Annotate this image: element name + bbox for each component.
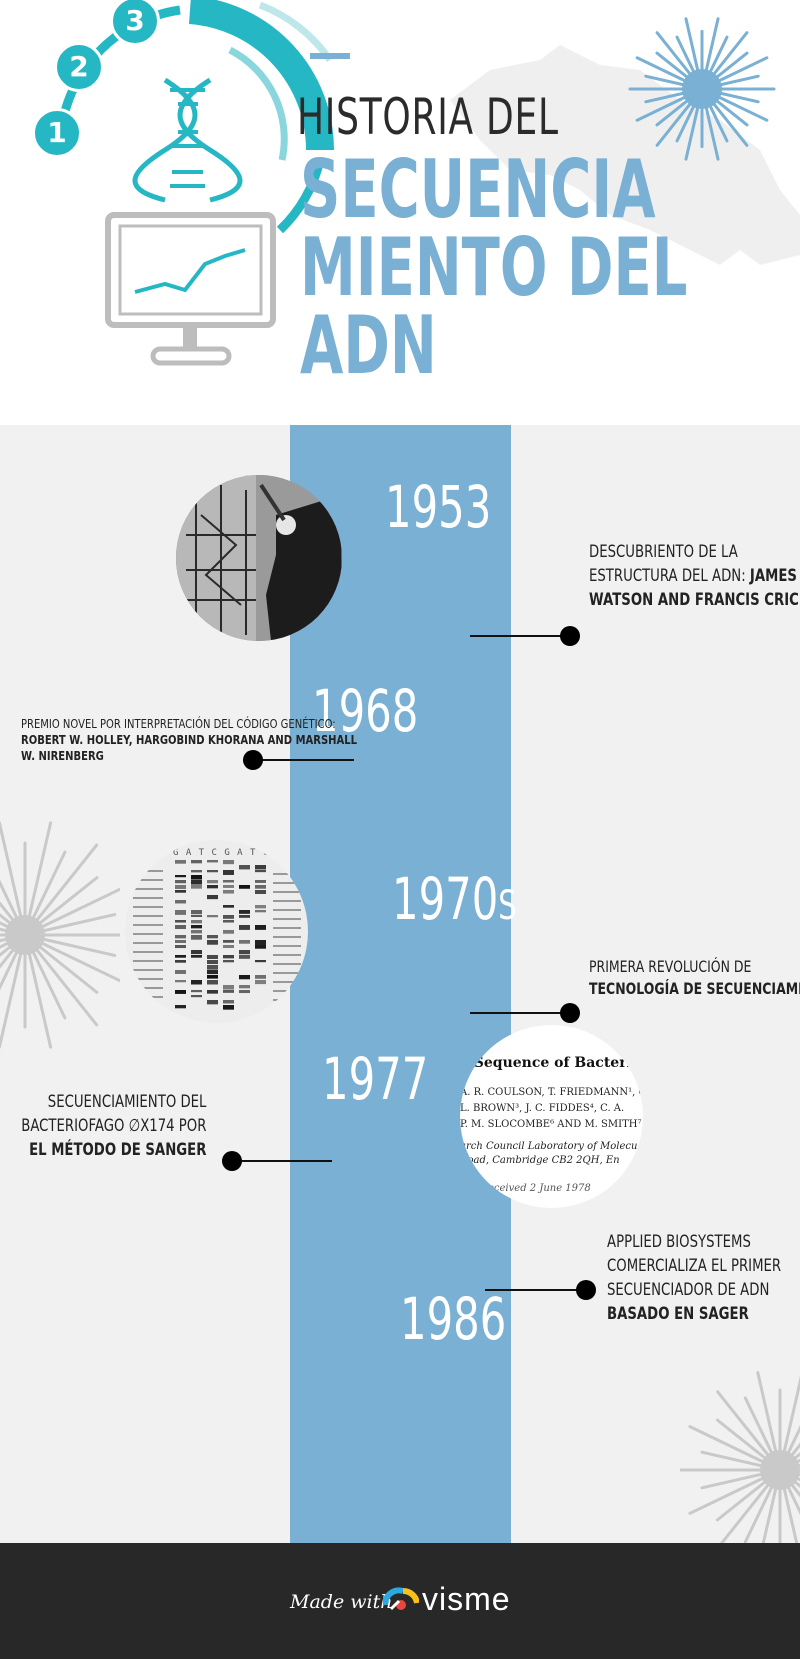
title-line-3: MIENTO DEL <box>300 221 688 314</box>
event-1977-text: SECUENCIAMIENTO DEL BACTERIOFAGO ∅X174 P… <box>21 1090 206 1162</box>
marker-1970s <box>560 1003 580 1023</box>
photo-watson-crick <box>176 475 342 641</box>
starburst-icon <box>628 17 776 161</box>
event-1968-text: PREMIO NOVEL POR INTERPRETACIÓN DEL CÓDI… <box>21 716 357 764</box>
title-line-2: SECUENCIA <box>300 143 656 236</box>
map-silhouette <box>450 45 800 265</box>
step-badge-1: 1 <box>32 108 82 158</box>
gel-bands <box>133 860 301 1010</box>
event-1968-line-3-bold: W. NIRENBERG <box>21 748 104 763</box>
connector-1968 <box>250 759 354 761</box>
header: 1 2 3 HISTORIA DEL SECUENCIA MIENTO DEL … <box>0 0 800 425</box>
event-1968-line-2: ROBERT W. HOLLEY, HARGOBIND KHORANA AND … <box>21 732 357 748</box>
step-label-3: 3 <box>125 4 145 37</box>
step-badge-3: 3 <box>110 0 160 46</box>
year-1953: 1953 <box>385 473 492 541</box>
grey-starburst-left-icon <box>0 821 120 1049</box>
event-1970s-text: PRIMERA REVOLUCIÓN DE TECNOLOGÍA DE SECU… <box>589 956 800 1000</box>
paper-authors-2: L. BROWN³, J. C. FIDDES⁴, C. A. <box>460 1103 625 1114</box>
event-1977-line-1: SECUENCIAMIENTO DEL <box>47 1092 207 1112</box>
monitor-chart-icon <box>105 212 276 366</box>
dna-model-photo <box>176 475 342 641</box>
year-1970-suffix: S <box>498 883 517 929</box>
year-1970s: 1970S <box>392 870 517 928</box>
event-1986-line-3: SECUENCIADOR DE ADN <box>607 1280 770 1300</box>
paper-authors-3: P. M. SLOCOMBE⁶ AND M. SMITH⁷ <box>460 1119 642 1130</box>
timeline: G A T C G A T C e Sequence of Bacterioph… <box>0 425 800 1543</box>
event-1986-line-4-bold: BASADO EN SAGER <box>607 1304 749 1324</box>
connector-1970s <box>470 1012 570 1014</box>
made-with-label: Made with <box>290 1591 393 1613</box>
paper-affil-1: arch Council Laboratory of Molecu <box>460 1141 638 1152</box>
grey-starburst-right-icon <box>680 1371 800 1543</box>
event-1953-line-1: DESCUBRIENTO DE LA <box>589 542 738 562</box>
footer: Made with visme <box>0 1543 800 1659</box>
paper-authors-1: A. R. COULSON, T. FRIEDMANN¹, C <box>460 1087 643 1098</box>
event-1986-line-1: APPLIED BIOSYSTEMS <box>607 1232 751 1252</box>
photo-paper: e Sequence of Bacterioph A. R. COULSON, … <box>460 1025 643 1208</box>
title-line-1: HISTORIA DEL <box>297 88 559 146</box>
event-1977-line-2: BACTERIOFAGO ∅X174 POR <box>20 1116 206 1136</box>
marker-1968 <box>243 750 263 770</box>
gel-header: G A T C G A T C <box>173 848 270 858</box>
event-1953-line-2-bold: JAMES <box>749 566 797 586</box>
step-badge-2: 2 <box>54 42 104 92</box>
marker-1953 <box>560 626 580 646</box>
event-1977-line-3-bold: EL MÉTODO DE SANGER <box>28 1140 207 1160</box>
event-1953-line-2-regular: ESTRUCTURA DEL ADN: <box>589 566 750 586</box>
event-1977-line-3: EL MÉTODO DE SANGER <box>21 1138 206 1162</box>
year-1977: 1977 <box>322 1045 429 1113</box>
event-1953-text: DESCUBRIENTO DE LA ESTRUCTURA DEL ADN: J… <box>589 540 800 612</box>
event-1968-line-3: W. NIRENBERG <box>21 748 357 764</box>
timeline-band <box>290 425 511 1543</box>
event-1953-line-3: WATSON AND FRANCIS CRICK <box>589 588 800 612</box>
event-1968-line-1: PREMIO NOVEL POR INTERPRETACIÓN DEL CÓDI… <box>21 716 336 731</box>
event-1970s-line-2-bold: TECNOLOGÍA DE SECUENCIAMIENTO <box>589 979 800 998</box>
year-1986: 1986 <box>400 1285 507 1353</box>
connector-1953 <box>470 635 570 637</box>
year-1970-number: 1970 <box>392 865 499 933</box>
connector-1977 <box>232 1160 332 1162</box>
photo-sanger-gel: G A T C G A T C <box>125 840 308 1023</box>
event-1970s-line-1: PRIMERA REVOLUCIÓN DE <box>589 957 752 976</box>
event-1986-line-2: COMERCIALIZA EL PRIMER <box>607 1256 782 1276</box>
paper-affil-2: Road, Cambridge CB2 2QH, En <box>460 1155 620 1166</box>
paper-title: e Sequence of Bacterioph <box>460 1055 643 1071</box>
title-line-4: ADN <box>300 299 437 392</box>
step-label-2: 2 <box>69 50 89 83</box>
event-1986-line-4: BASADO EN SAGER <box>607 1302 781 1326</box>
event-1968-line-2-bold: ROBERT W. HOLLEY, HARGOBIND KHORANA AND … <box>21 732 358 747</box>
event-1970s-line-2: TECNOLOGÍA DE SECUENCIAMIENTO <box>589 978 800 1000</box>
visme-logo-icon <box>383 1587 419 1611</box>
year-1968: 1968 <box>312 677 419 745</box>
marker-1986 <box>576 1280 596 1300</box>
event-1953-line-2: ESTRUCTURA DEL ADN: JAMES <box>589 564 800 588</box>
connector-1986 <box>485 1289 585 1291</box>
paper-received: eceived 2 June 1978 <box>488 1183 591 1194</box>
event-1986-text: APPLIED BIOSYSTEMS COMERCIALIZA EL PRIME… <box>607 1230 781 1326</box>
step-label-1: 1 <box>47 116 67 149</box>
event-1953-line-3-bold: WATSON AND FRANCIS CRICK <box>589 590 800 610</box>
visme-brand[interactable]: visme <box>422 1581 511 1617</box>
marker-1977 <box>222 1151 242 1171</box>
